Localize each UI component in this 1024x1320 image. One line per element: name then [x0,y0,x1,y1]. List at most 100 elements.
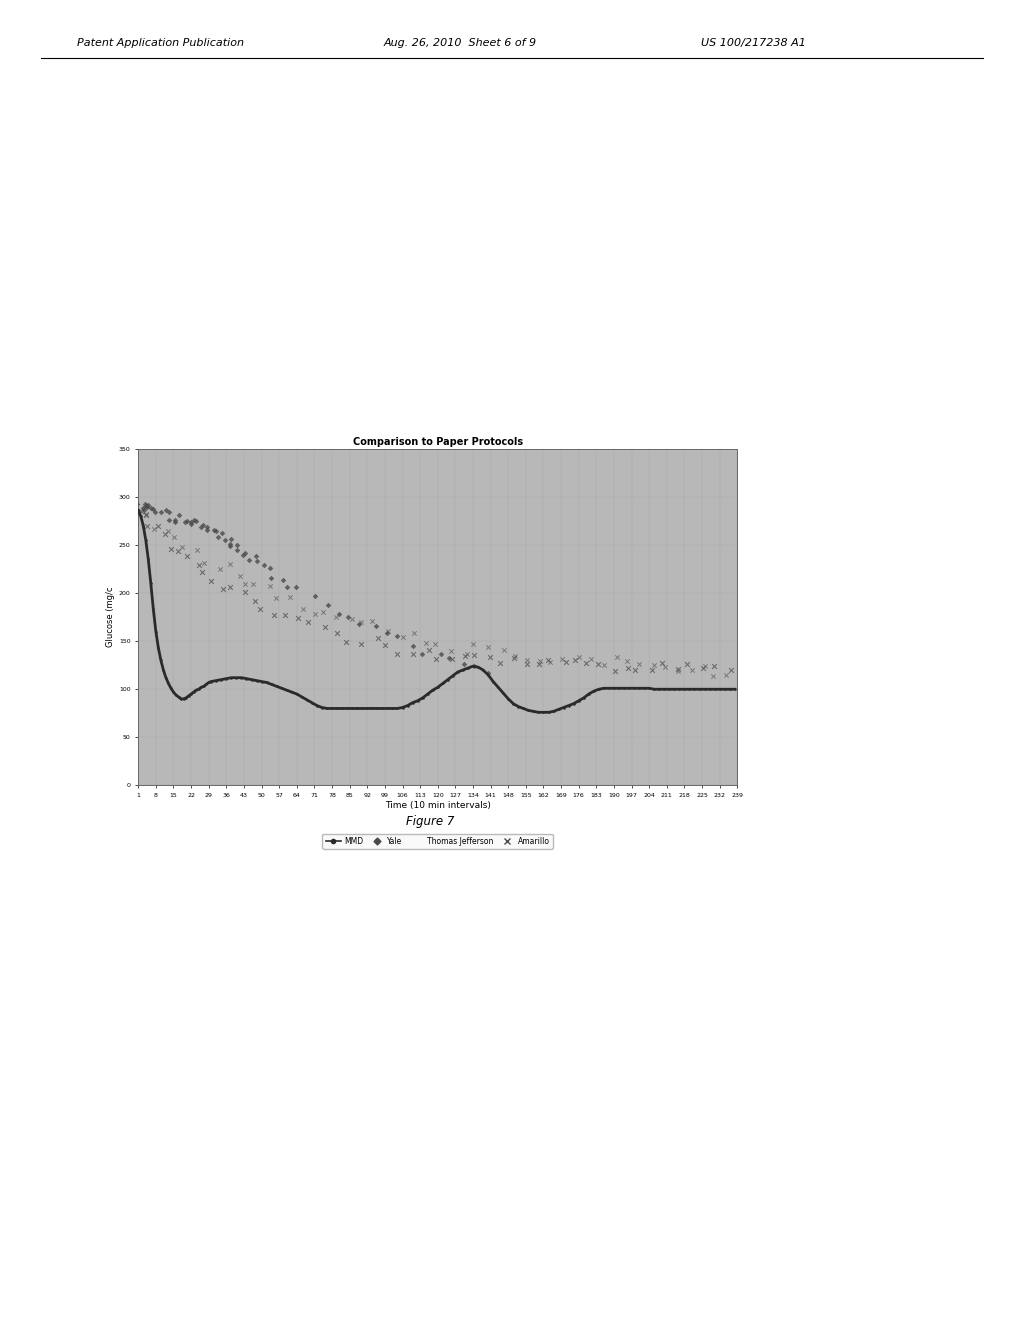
Point [596,655,612,676]
Point [163,539,179,560]
Point [706,665,722,686]
Point [570,647,587,668]
Point [368,616,384,638]
Point [222,576,239,597]
Point [683,660,699,681]
Point [231,565,248,586]
Point [706,655,722,676]
Point [465,644,481,665]
Point [185,510,202,531]
Point [199,519,215,540]
Point [139,495,156,516]
Point [262,576,279,597]
Point [238,543,254,564]
Point [404,644,421,665]
Point [245,574,261,595]
Point [131,503,147,524]
Point [221,533,238,554]
Point [418,632,434,653]
Point [196,552,212,573]
Point [146,502,163,523]
Point [247,590,263,611]
Point [135,498,152,519]
Point [340,606,356,627]
Point [167,512,183,533]
Point [167,510,183,531]
Point [554,648,570,669]
Point [145,499,162,520]
Point [380,620,396,642]
Point [606,660,623,681]
Point [718,664,734,685]
Point [631,653,647,675]
Point [191,554,208,576]
Point [142,498,159,519]
Point [295,599,311,620]
Point [195,561,211,582]
Point [319,595,336,616]
Point [481,645,498,667]
Point [137,495,154,516]
Title: Comparison to Paper Protocols: Comparison to Paper Protocols [352,437,523,446]
Point [457,645,473,667]
Point [370,628,386,649]
Point [406,623,422,644]
Point [440,647,457,668]
Point [179,510,196,531]
Point [421,639,437,660]
Point [331,603,347,624]
Point [206,520,222,541]
Text: US 100/217238 A1: US 100/217238 A1 [701,38,806,49]
Point [161,502,177,523]
Point [208,521,224,543]
Point [428,649,444,671]
Text: Aug. 26, 2010  Sheet 6 of 9: Aug. 26, 2010 Sheet 6 of 9 [384,38,538,49]
Point [237,582,253,603]
Point [234,544,251,565]
Point [132,500,148,521]
Point [722,660,738,681]
Point [138,504,155,525]
Point [492,652,508,673]
Point [377,634,393,655]
Point [456,653,472,675]
Point [129,494,145,515]
Point [480,636,497,657]
Point [352,634,369,655]
Point [480,663,497,684]
Point [389,643,406,664]
Point [194,516,210,537]
Point [278,605,294,626]
Point [344,609,360,630]
Point [138,496,155,517]
Point [328,606,344,627]
Point [136,499,153,520]
Point [274,569,291,590]
Point [195,515,211,536]
Point [443,640,460,661]
Point [646,655,663,676]
Point [139,516,156,537]
Point [174,536,190,557]
Point [620,657,636,678]
Point [670,660,686,681]
Point [657,656,674,677]
Point [214,523,230,544]
Point [579,653,595,675]
Point [268,587,285,609]
Point [307,585,324,606]
Point [215,578,231,599]
Point [558,651,574,672]
Point [590,653,606,675]
Point [506,647,522,668]
Point [329,622,345,643]
Point [151,515,167,536]
Point [279,577,295,598]
Point [365,611,381,632]
Point [352,611,369,632]
Point [459,644,475,665]
Point [222,536,239,557]
Point [189,539,206,560]
Point [306,605,323,626]
Point [252,599,268,620]
